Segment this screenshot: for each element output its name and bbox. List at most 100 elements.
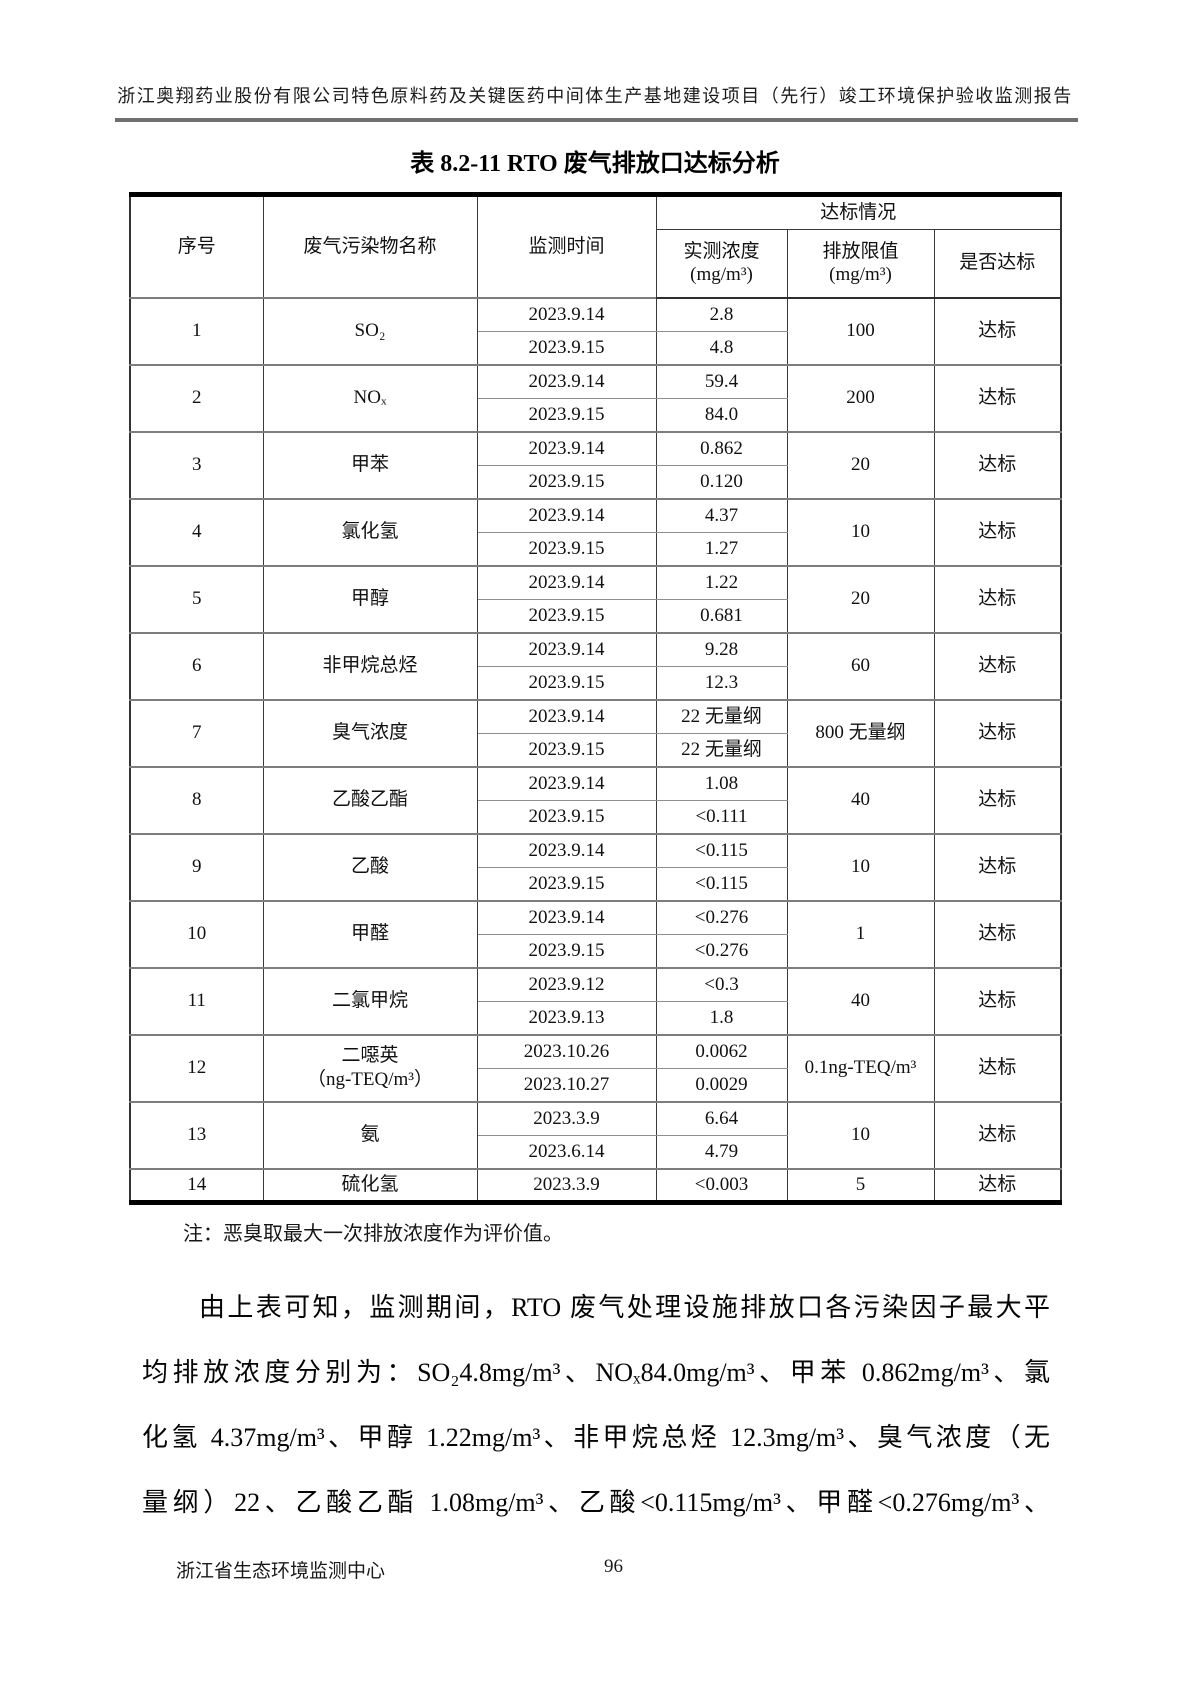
emission-compliance-table: 序号 废气污染物名称 监测时间 达标情况 实测浓度 (mg/m³) 排放限值 (… (129, 192, 1062, 1205)
paragraph-line: 均排放浓度分别为：SO₂4.8mg/m³、NOₓ84.0mg/m³、甲苯 0.8… (142, 1357, 1050, 1387)
pollutant-name: 乙酸 (350, 856, 389, 878)
cell-measured: 0.862 (655, 430, 788, 466)
cell-pollutant: 臭气浓度 (262, 698, 478, 767)
table-header-row-1: 序号 废气污染物名称 监测时间 达标情况 (129, 194, 1062, 298)
cell-compliance: 达标 (933, 1033, 1062, 1102)
cell-measured: <0.276 (655, 934, 788, 968)
table-row: 2023.9.15 <0.111 (130, 800, 1061, 834)
footer-organization: 浙江省生态环境监测中心 (176, 1561, 386, 1582)
table-row: 2023.9.15 22 无量纲 (130, 733, 1061, 767)
col-header-limit-unit: (mg/m³) (829, 264, 892, 286)
cell-measured: 0.0062 (655, 1033, 788, 1069)
cell-compliance: 达标 (933, 698, 1062, 767)
cell-date: 2023.9.15 (476, 599, 657, 633)
cell-measured: 4.8 (655, 331, 788, 365)
pollutant-name: 臭气浓度 (331, 722, 408, 744)
pollutant-name: 硫化氢 (341, 1173, 399, 1195)
cell-compliance: 达标 (933, 765, 1062, 834)
cell-measured: 4.79 (655, 1135, 788, 1169)
pollutant-name: 甲醇 (350, 588, 389, 610)
table-row: 10 甲醛 2023.9.14 <0.276 1 达标 (129, 899, 1062, 968)
col-header-compliance-group: 达标情况 (655, 194, 1062, 230)
cell-limit: 20 (786, 564, 935, 633)
cell-measured: 84.0 (655, 398, 788, 432)
cell-date: 2023.9.15 (476, 800, 657, 834)
cell-compliance: 达标 (933, 564, 1062, 633)
cell-no: 11 (129, 966, 264, 1035)
cell-measured: <0.003 (655, 1167, 788, 1202)
pollutant-name: SO₂ (354, 320, 386, 342)
table-row: 7 臭气浓度 2023.9.14 22 无量纲 800 无量纲 达标 (129, 698, 1062, 767)
table-title: 表 8.2-11 RTO 废气排放口达标分析 (410, 151, 780, 177)
cell-date: 2023.9.14 (476, 363, 657, 399)
cell-limit: 10 (786, 1100, 935, 1169)
cell-date: 2023.9.14 (476, 564, 657, 600)
cell-measured: 22 无量纲 (655, 698, 788, 734)
table-row: 13 氨 2023.3.9 6.64 10 达标 (129, 1100, 1062, 1169)
table-row: 8 乙酸乙酯 2023.9.14 1.08 40 达标 (129, 765, 1062, 834)
cell-no: 8 (129, 765, 264, 834)
cell-date: 2023.9.13 (476, 1001, 657, 1035)
pollutant-name: 二噁英 (341, 1045, 399, 1067)
cell-pollutant: 甲醇 (262, 564, 478, 633)
cell-measured: 0.0029 (655, 1068, 788, 1102)
col-header-measured-unit: (mg/m³) (690, 264, 753, 286)
table-row: 4 氯化氢 2023.9.14 4.37 10 达标 (129, 497, 1062, 566)
cell-measured: <0.111 (655, 800, 788, 834)
cell-date: 2023.9.14 (476, 430, 657, 466)
paragraph-line: 由上表可知，监测期间，RTO 废气处理设施排放口各污染因子最大平 (199, 1292, 1050, 1322)
col-header-compliant: 是否达标 (933, 229, 1062, 299)
cell-pollutant: 甲醛 (262, 899, 478, 968)
cell-date: 2023.9.12 (476, 966, 657, 1002)
cell-date: 2023.9.14 (476, 631, 657, 667)
cell-limit: 10 (786, 832, 935, 901)
cell-date: 2023.9.14 (476, 765, 657, 801)
cell-limit: 40 (786, 765, 935, 834)
cell-compliance: 达标 (933, 631, 1062, 700)
cell-compliance: 达标 (933, 430, 1062, 499)
col-header-no: 序号 (129, 194, 264, 298)
cell-measured: 22 无量纲 (655, 733, 788, 767)
table-row: 2023.9.15 0.681 (130, 599, 1061, 633)
table-row: 5 甲醇 2023.9.14 1.22 20 达标 (129, 564, 1062, 633)
cell-date: 2023.9.15 (476, 331, 657, 365)
cell-limit: 800 无量纲 (786, 698, 935, 767)
cell-limit: 1 (786, 899, 935, 968)
cell-measured: 0.120 (655, 465, 788, 499)
cell-pollutant: 非甲烷总烃 (262, 631, 478, 700)
cell-limit: 200 (786, 363, 935, 432)
table-row: 2023.9.15 0.120 (130, 465, 1061, 499)
table-row: 11 二氯甲烷 2023.9.12 <0.3 40 达标 (129, 966, 1062, 1035)
col-header-measured-label: 实测浓度 (683, 240, 760, 262)
pollutant-name: 甲醛 (350, 923, 389, 945)
cell-date: 2023.3.9 (476, 1167, 657, 1202)
cell-measured: 6.64 (655, 1100, 788, 1136)
table-row: 12 二噁英 （ng-TEQ/m³） 2023.10.26 0.0062 0.1ng-TE… (129, 1033, 1062, 1102)
cell-date: 2023.10.27 (476, 1068, 657, 1102)
cell-no: 1 (129, 296, 264, 365)
pollutant-name: 氨 (360, 1124, 380, 1146)
cell-pollutant: 氨 (262, 1100, 478, 1169)
cell-date: 2023.9.15 (476, 733, 657, 767)
cell-measured: 59.4 (655, 363, 788, 399)
cell-measured: <0.276 (655, 899, 788, 935)
cell-measured: 0.681 (655, 599, 788, 633)
cell-measured: 1.8 (655, 1001, 788, 1035)
page-header-text: 浙江奥翔药业股份有限公司特色原料药及关键医药中间体生产基地建设项目（先行）竣工环… (117, 86, 1073, 106)
table-row: 2023.9.15 1.27 (130, 532, 1061, 566)
cell-date: 2023.9.14 (476, 698, 657, 734)
cell-no: 4 (129, 497, 264, 566)
cell-limit: 0.1ng-TEQ/m³ (786, 1033, 935, 1102)
cell-date: 2023.6.14 (476, 1135, 657, 1169)
table-note: 注：恶臭取最大一次排放浓度作为评价值。 (183, 1222, 563, 1245)
cell-no: 10 (129, 899, 264, 968)
cell-pollutant: SO₂ (262, 296, 478, 365)
cell-compliance: 达标 (933, 966, 1062, 1035)
cell-compliance: 达标 (933, 363, 1062, 432)
table-row: 2 NOₓ 2023.9.14 59.4 200 达标 (129, 363, 1062, 432)
cell-pollutant: 乙酸 (262, 832, 478, 901)
table-row: 2023.10.27 0.0029 (130, 1068, 1061, 1102)
cell-pollutant: 二噁英 （ng-TEQ/m³） (262, 1033, 478, 1102)
cell-compliance: 达标 (933, 1167, 1062, 1202)
